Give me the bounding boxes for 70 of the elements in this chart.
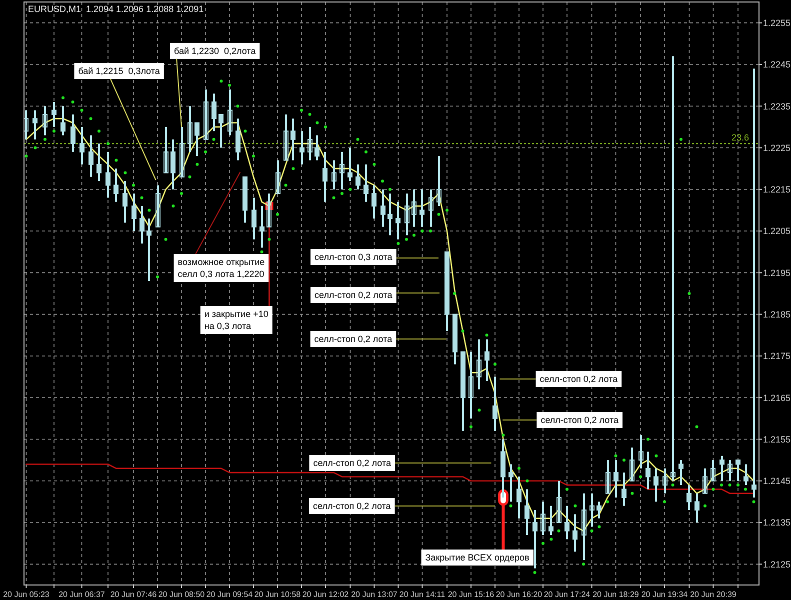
y-tick-label: 1.2145 [763,476,791,486]
candlestick [728,460,732,481]
candlestick [436,156,442,206]
candlestick [228,89,232,136]
x-tick-label: 20 Jun 09:54 [206,590,254,599]
annotation: селл-стоп 0,2 лота [314,334,392,344]
y-tick-label: 1.2215 [763,184,791,195]
x-tick-label: 20 Jun 13:07 [351,590,398,599]
annotation: и закрытие +10 на 0,3 лота [204,309,268,332]
x-tick-label: 20 Jun 18:29 [592,590,640,599]
candlestick [702,468,708,494]
annotation: селл-стоп 0,2 лота [540,374,618,384]
candlestick [164,126,168,174]
y-tick-label: 1.2195 [763,268,791,278]
y-tick-label: 1.2125 [763,559,791,570]
candlestick [590,493,594,527]
x-tick-label: 20 Jun 16:20 [496,590,543,599]
candlestick [670,56,676,481]
x-tick-label: 20 Jun 14:11 [399,590,446,599]
y-tick-label: 1.2225 [763,142,791,153]
candlestick [638,435,644,468]
annotation: селл-стоп 0,2 лота [540,415,619,425]
candlestick [188,106,192,152]
annotation: селл-стоп 0,2 лота [313,501,391,511]
x-tick-label: 20 Jun 10:58 [254,590,302,599]
x-tick-label: 20 Jun 19:34 [641,590,688,599]
candlestick [412,189,416,227]
x-tick-label: 20 Jun 06:37 [58,590,106,599]
x-tick-label: 20 Jun 15:16 [448,590,495,599]
annotation: возможное открытие селл 0,3 лота 1,2220 [178,257,265,279]
chart-title: EURUSD,M1 1.2094 1.2096 1.2088 1.2091 [28,4,204,14]
y-tick-label: 1.2165 [763,392,791,403]
candlestick [146,218,152,282]
candlestick [404,194,410,236]
candlestick [428,189,434,227]
candlestick [556,480,562,524]
annotation: Закрытие ВСЕХ ордеров [425,552,530,563]
y-tick-label: 1.2255 [763,18,791,28]
candlestick [204,89,208,140]
y-tick-label: 1.2155 [763,434,791,444]
candlestick [276,160,280,194]
annotation: селл-стоп 0,2 лота [313,458,392,468]
x-tick-label: 20 Jun 17:24 [544,590,591,599]
candlestick [156,185,160,228]
y-tick-label: 1.2175 [763,351,791,362]
y-tick-label: 1.2185 [763,309,791,320]
candlestick [630,448,634,482]
candlestick [180,126,184,178]
candlestick [710,460,716,482]
y-tick-label: 1.2135 [763,518,791,528]
candlestick [332,160,336,190]
annotation: селл-стоп 0,3 лота [314,252,392,262]
x-tick-label: 20 Jun 08:50 [158,590,206,599]
x-tick-label: 20 Jun 12:02 [302,590,350,599]
candlestick [662,468,668,494]
candlestick [340,152,344,190]
annotation: 23.6 [731,132,749,143]
y-tick-label: 1.2205 [763,226,791,236]
x-tick-label: 20 Jun 07:46 [110,590,158,599]
x-tick-label: 20 Jun 20:39 [690,590,737,599]
y-tick-label: 1.2235 [763,101,791,112]
annotation: бай 1,2215 0,3лота [78,66,160,76]
candlestick [752,68,756,498]
annotation: селл-стоп 0,2 лота [314,290,392,300]
annotation: бай 1,2230 0,2лота [174,46,256,56]
y-tick-label: 1.2245 [763,60,791,70]
x-tick-label: 20 Jun 05:23 [3,590,50,599]
candlestick [606,460,610,494]
candlestick [284,114,288,161]
candlestick [582,493,586,560]
